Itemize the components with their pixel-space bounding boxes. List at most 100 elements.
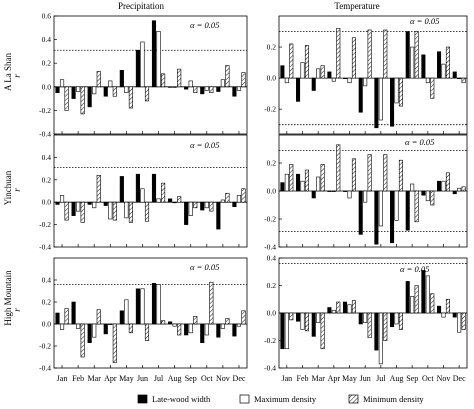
bar-late-wood <box>358 190 363 235</box>
panel-1: -0.4 -0.2 0.0 0.2 0.4 0.6 α = 0.05 <box>39 12 248 139</box>
bar-maximum-density <box>172 201 177 204</box>
bar-late-wood <box>374 77 379 129</box>
bar-late-wood <box>390 312 395 328</box>
bar-maximum-density <box>425 275 430 314</box>
legend-label-late-wood: Late-wood width <box>152 394 211 404</box>
bar-late-wood <box>71 301 76 325</box>
bar-late-wood <box>200 86 205 95</box>
bar-minimum-density <box>445 46 450 79</box>
month-label-precipitation: Dec <box>233 374 246 383</box>
bar-maximum-density <box>300 62 305 79</box>
bar-minimum-density <box>177 68 182 88</box>
bar-maximum-density <box>108 323 113 325</box>
bar-minimum-density <box>241 310 246 325</box>
bar-late-wood <box>358 77 363 113</box>
row-title-yinchuan: Yinchuan <box>3 170 13 205</box>
bar-minimum-density <box>64 308 69 325</box>
month-label-precipitation: Mar <box>88 374 102 383</box>
bar-late-wood <box>358 312 363 325</box>
bar-maximum-density <box>140 288 145 325</box>
bar-late-wood <box>374 190 379 245</box>
month-label-precipitation: Jul <box>154 374 164 383</box>
bar-minimum-density <box>144 86 150 102</box>
bar-minimum-density <box>144 201 150 222</box>
bar-late-wood <box>55 86 60 94</box>
month-label-precipitation: Oct <box>201 374 213 383</box>
bar-maximum-density <box>394 312 399 325</box>
panel-6: -0.4 -0.2 0.0 0.2 0.4 α = 0.05 <box>264 254 468 373</box>
month-label-temperature: Mar <box>312 374 326 383</box>
bar-maximum-density <box>363 77 368 87</box>
bar-maximum-density <box>220 79 225 88</box>
bar-late-wood <box>311 190 316 199</box>
bar-minimum-density <box>64 86 69 111</box>
bar-minimum-density <box>414 190 419 223</box>
bar-maximum-density <box>316 176 321 192</box>
bar-late-wood <box>405 281 410 314</box>
bar-maximum-density <box>441 312 446 318</box>
bar-late-wood <box>135 173 140 203</box>
bar-late-wood <box>296 77 301 102</box>
bar-minimum-density <box>161 182 166 203</box>
bar-minimum-density <box>209 281 214 325</box>
panel-4: -0.4 -0.2 0.0 0.2 α = 0.05 <box>264 134 468 252</box>
bar-late-wood <box>184 323 189 336</box>
bar-late-wood <box>280 312 285 350</box>
legend-swatch-late-wood <box>137 394 148 404</box>
bar-late-wood <box>232 86 237 97</box>
bar-maximum-density <box>124 201 129 219</box>
bar-minimum-density <box>161 320 166 325</box>
y-tick-label: -0.2 <box>39 220 51 229</box>
bar-late-wood <box>119 176 124 203</box>
bar-late-wood <box>437 51 442 79</box>
bar-late-wood <box>232 201 237 207</box>
month-label-precipitation: Jun <box>137 374 148 383</box>
bar-maximum-density <box>204 323 209 336</box>
bar-late-wood <box>327 71 332 79</box>
bar-minimum-density <box>112 86 117 97</box>
bar-minimum-density <box>445 172 450 192</box>
bar-maximum-density <box>59 79 65 88</box>
bar-minimum-density <box>351 37 356 79</box>
bar-late-wood <box>437 180 442 192</box>
bar-maximum-density <box>172 323 177 327</box>
bar-maximum-density <box>410 296 415 314</box>
bar-late-wood <box>103 323 108 335</box>
bar-minimum-density <box>241 72 246 88</box>
y-tick-label: 0.2 <box>42 175 52 184</box>
bar-minimum-density <box>304 45 309 79</box>
bar-late-wood <box>151 282 157 325</box>
y-tick-label: -0.2 <box>264 105 276 114</box>
bar-late-wood <box>232 323 237 337</box>
significance-label: α = 0.05 <box>190 262 219 272</box>
month-label-temperature: Jun <box>360 374 371 383</box>
bar-maximum-density <box>331 77 336 82</box>
bar-minimum-density <box>383 154 388 192</box>
bar-maximum-density <box>236 323 242 327</box>
panel-frame <box>53 257 248 369</box>
y-tick-label: 0.0 <box>42 82 52 91</box>
y-tick-label: -0.4 <box>39 130 51 139</box>
bar-minimum-density <box>96 71 101 88</box>
bar-maximum-density <box>124 86 129 94</box>
legend-label-maximum-density: Maximum density <box>254 394 317 404</box>
month-label-precipitation: Aug <box>168 374 182 383</box>
bar-maximum-density <box>425 77 430 84</box>
y-tick-label: -0.2 <box>39 342 51 351</box>
bar-minimum-density <box>367 312 372 339</box>
bar-late-wood <box>87 201 92 205</box>
y-tick-label: -0.4 <box>264 364 276 373</box>
bar-maximum-density <box>236 195 242 203</box>
y-tick-label: -0.4 <box>39 364 51 373</box>
bar-maximum-density <box>441 180 446 192</box>
bar-maximum-density <box>140 41 145 88</box>
bar-minimum-density <box>430 190 435 206</box>
bar-late-wood <box>374 312 379 351</box>
y-tick-label: -0.2 <box>264 336 276 345</box>
bar-maximum-density <box>188 80 193 88</box>
bar-maximum-density <box>425 190 430 202</box>
row-title-a-la-shan: A La Shan <box>3 53 13 91</box>
y-tick-label: 0.4 <box>42 153 52 162</box>
legend-swatch-maximum-density <box>239 394 250 404</box>
month-label-temperature: Apr <box>328 374 341 383</box>
